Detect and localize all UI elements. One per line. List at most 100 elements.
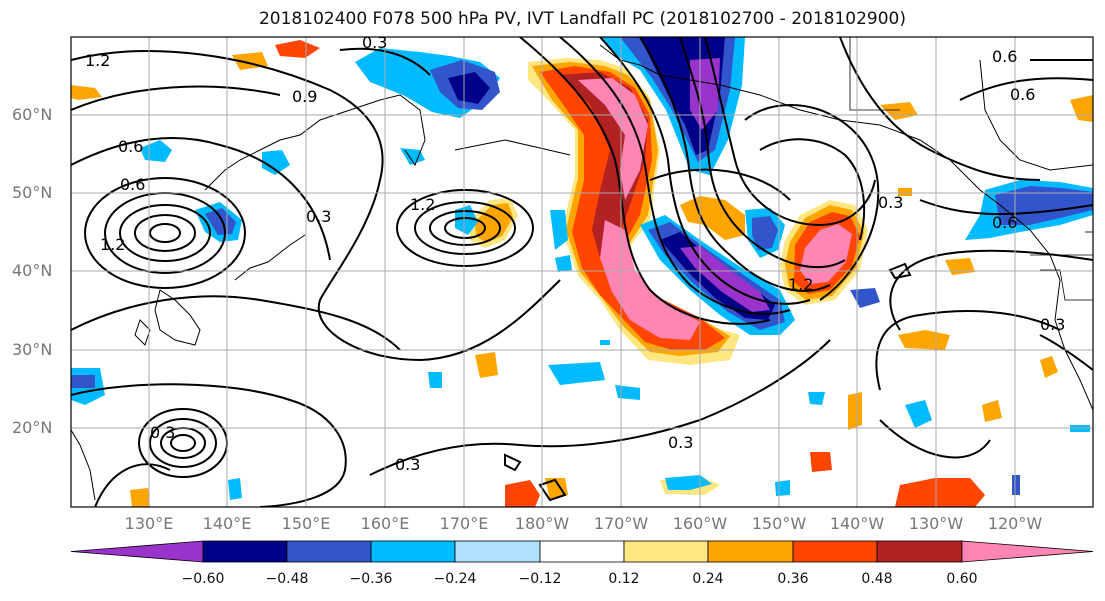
lon-label: 120°W (987, 514, 1043, 533)
lat-label: 30°N (12, 340, 53, 359)
field-orange (982, 400, 1002, 422)
contour-label: 0.6 (992, 47, 1017, 66)
contour-labels: 1.2 0.3 0.9 0.6 0.6 0.3 1.2 0.3 0.3 0.3 … (85, 33, 1065, 474)
map-content: 1.2 0.3 0.9 0.6 0.6 0.3 1.2 0.3 0.3 0.3 … (71, 33, 1093, 507)
lon-label: 130°E (124, 514, 174, 533)
contour-label: 0.6 (120, 175, 145, 194)
field-blue (752, 216, 778, 250)
lat-label: 60°N (12, 105, 53, 124)
field-pink (600, 220, 700, 340)
colorbar-tick-label: −0.60 (181, 571, 225, 587)
lat-label: 40°N (12, 261, 53, 280)
colorbar-segment (454, 540, 541, 563)
field-orange (1040, 356, 1058, 378)
lon-label: 140°E (202, 514, 252, 533)
contour-label: 0.3 (362, 33, 387, 52)
colorbar-tick-label: 0.36 (777, 571, 809, 587)
field-cyan (555, 255, 572, 272)
contour-label: 0.6 (1010, 85, 1035, 104)
shaded-fields (71, 37, 1093, 507)
field-cyan (228, 478, 242, 500)
colorbar-segment (370, 540, 456, 563)
lon-label: 170°W (593, 514, 649, 533)
lon-label: 150°W (751, 514, 807, 533)
lon-label: 130°W (908, 514, 964, 533)
lon-label: 180°W (514, 514, 570, 533)
colorbar (70, 540, 1094, 563)
colorbar-tick-label: 0.60 (946, 571, 978, 587)
field-orange (275, 40, 320, 58)
field-pink (800, 224, 852, 284)
contour-label: 0.6 (992, 213, 1017, 232)
colorbar-tick-label: 0.12 (608, 571, 640, 587)
contour-label: 0.3 (668, 433, 693, 452)
lat-label: 50°N (12, 183, 53, 202)
field-navy (448, 72, 490, 104)
colorbar-segment (707, 540, 794, 563)
field-cyan (905, 400, 932, 428)
field-blue (205, 208, 236, 235)
field-red (810, 452, 832, 472)
field-cyan (140, 140, 172, 162)
colorbar-segment (876, 540, 963, 563)
colorbar-tick-label: −0.24 (433, 571, 477, 587)
field-orange (130, 488, 150, 507)
field-cyan (775, 480, 790, 496)
field-cyan (550, 210, 568, 250)
contour-label: 1.2 (788, 275, 813, 294)
colorbar-tick-label: −0.36 (349, 571, 393, 587)
field-cyan (455, 205, 478, 235)
field-cyan (548, 362, 605, 385)
coastlines (71, 44, 1093, 501)
colorbar-segment (792, 540, 878, 563)
colorbar-tick-label: −0.48 (265, 571, 309, 587)
lon-label: 150°E (281, 514, 331, 533)
colorbar-segment (623, 540, 709, 563)
contour-label: 0.6 (118, 137, 143, 156)
field-blue (1012, 475, 1020, 495)
field-orange (475, 352, 498, 378)
colorbar-segment (539, 540, 625, 563)
field-red (505, 480, 540, 507)
contour-label: 0.9 (292, 87, 317, 106)
contour-label: 0.3 (878, 193, 903, 212)
field-orange (898, 330, 950, 350)
colorbar-tick-label: −0.12 (518, 571, 562, 587)
colorbar-segment (70, 540, 204, 563)
contour-label: 1.2 (410, 195, 435, 214)
lat-label: 20°N (12, 418, 53, 437)
colorbar-segment (286, 540, 372, 563)
map-border (70, 36, 1094, 508)
pv-contours (71, 37, 1093, 507)
contour-label: 1.2 (100, 235, 125, 254)
field-cyan (428, 372, 442, 388)
lon-label: 160°E (360, 514, 410, 533)
field-blue (71, 375, 95, 388)
field-pink (578, 78, 648, 200)
contour-label: 0.3 (150, 423, 175, 442)
field-cyan (808, 392, 825, 405)
lon-label: 160°W (672, 514, 728, 533)
field-orange (848, 392, 862, 430)
contour-label: 0.3 (306, 207, 331, 226)
field-orange (898, 188, 912, 196)
field-cyan (262, 150, 290, 175)
lon-label: 140°W (829, 514, 885, 533)
graticule (71, 37, 1093, 507)
field-purple (690, 58, 720, 130)
field-orange (895, 478, 985, 507)
colorbar-segment (961, 540, 1094, 563)
contour-label: 1.2 (85, 51, 110, 70)
colorbar-segment (202, 540, 288, 563)
colorbar-tick-label: 0.48 (861, 571, 893, 587)
map-title: 2018102400 F078 500 hPa PV, IVT Landfall… (258, 9, 906, 29)
contour-label: 0.3 (395, 455, 420, 474)
field-cyan (600, 340, 610, 345)
field-orange (545, 478, 568, 500)
colorbar-tick-label: 0.24 (692, 571, 724, 587)
field-blue (995, 186, 1093, 225)
field-red (540, 66, 725, 350)
field-orange (71, 85, 102, 100)
lon-label: 170°E (439, 514, 489, 533)
